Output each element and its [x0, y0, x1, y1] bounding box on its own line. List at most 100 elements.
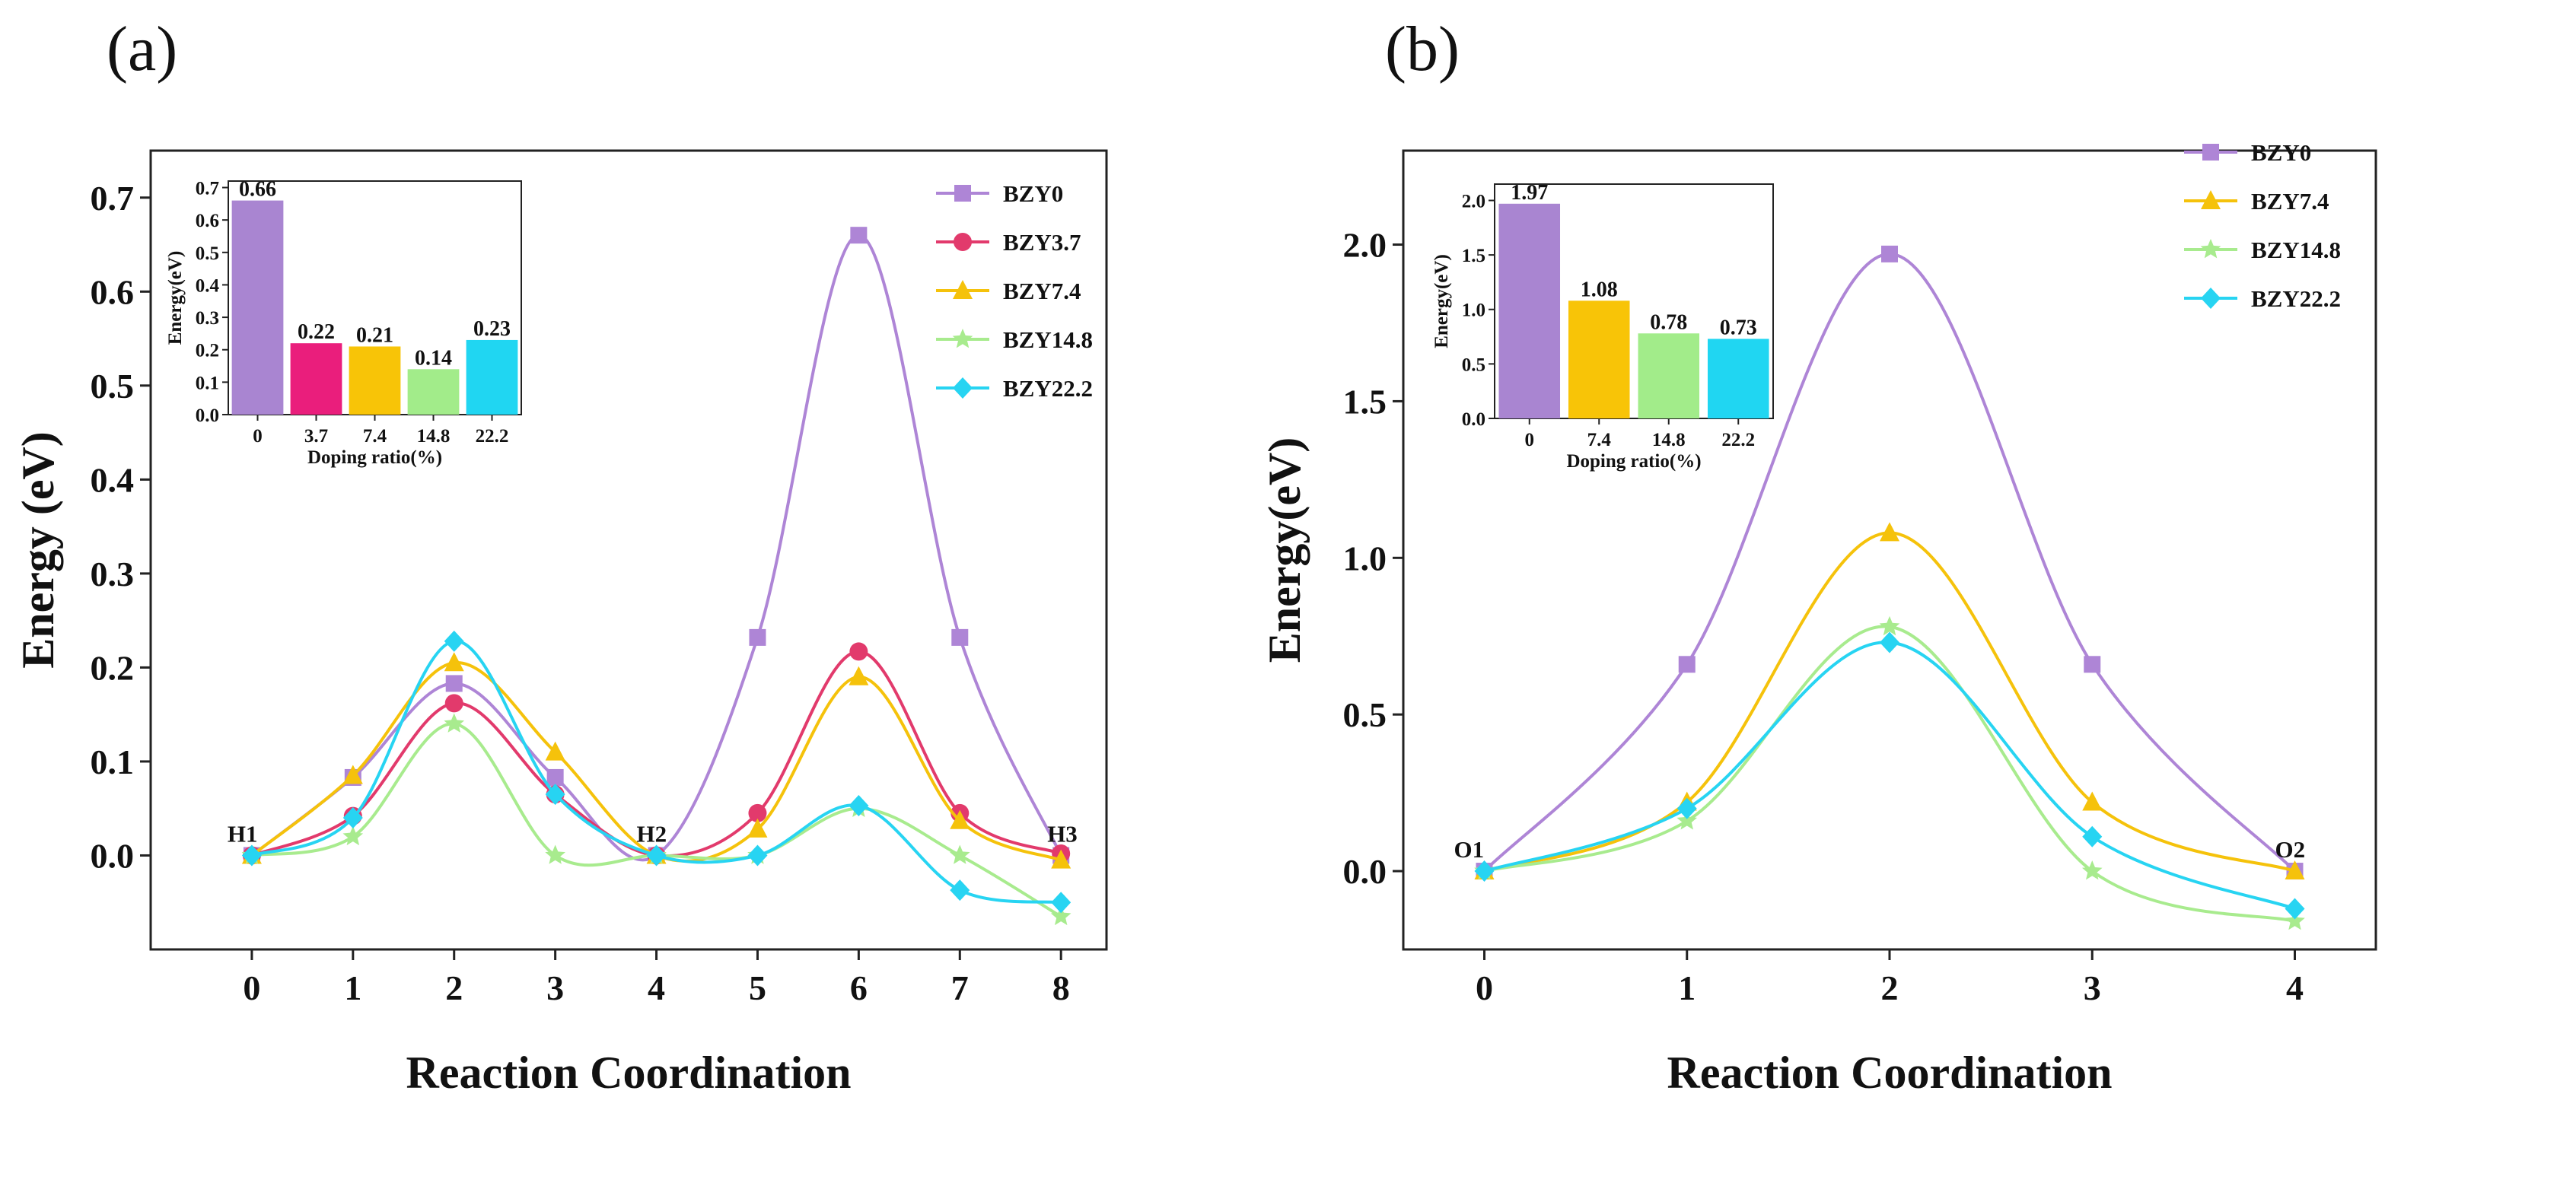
panel-a: (a) 0.0 0.1 0.2 0.3 0.4 0.5 0.6 0.7 0 1 2 3 4 5 6 7 8 Reac…	[13, 14, 1108, 1098]
data-point	[1676, 810, 1698, 830]
inset-bar-value: 1.97	[1511, 181, 1548, 205]
series-line	[1483, 531, 2296, 873]
x-tick-label: 7	[951, 968, 969, 1007]
series-line	[251, 639, 1062, 905]
data-point	[2082, 791, 2103, 811]
data-point	[2285, 898, 2305, 920]
x-tick-label: 1	[344, 968, 361, 1007]
y-tick-label: 0.1	[91, 743, 135, 781]
data-point	[445, 675, 463, 692]
data-point	[1880, 631, 1899, 653]
data-point	[2285, 910, 2305, 930]
y-tick-label: 0.5	[91, 367, 135, 405]
y-tick-label: 0.4	[91, 460, 135, 499]
inset-x-tick-label: 22.2	[476, 426, 509, 447]
series-BZY22.2	[241, 630, 1071, 914]
data-point	[1051, 892, 1071, 914]
legend-label: BZY0	[1003, 180, 1063, 207]
inset-bar-chart: 0.0 0.1 0.2 0.3 0.4 0.5 0.6 0.7 0.66 0 0.22 3.7 0.21…	[165, 178, 522, 468]
inset-y-axis-title: Energy(eV)	[165, 251, 186, 345]
point-label: H1	[228, 820, 258, 847]
inset-x-tick-label: 14.8	[417, 426, 451, 447]
data-point	[342, 765, 363, 784]
series-BZY7.4	[1474, 522, 2305, 880]
data-point	[1051, 849, 1071, 869]
data-point	[950, 879, 970, 901]
data-point	[646, 844, 667, 867]
y-tick-label: 0.6	[91, 272, 135, 311]
data-point	[747, 818, 768, 838]
x-tick-label: 8	[1052, 968, 1070, 1007]
data-point	[849, 666, 869, 685]
data-point	[1881, 245, 1898, 262]
x-tick-label: 0	[243, 968, 260, 1007]
series-line	[1483, 641, 2296, 911]
inset-bar-value: 0.66	[239, 178, 276, 202]
inset-x-tick-label: 7.4	[363, 426, 387, 447]
series-BZY22.2	[1474, 631, 2305, 920]
inset-x-tick-label: 14.8	[1652, 430, 1686, 450]
inset-bar-value: 0.73	[1720, 316, 1757, 339]
legend-marker	[954, 185, 971, 202]
x-tick-label: 2	[1881, 968, 1899, 1007]
legend-marker	[2200, 239, 2221, 259]
data-point	[1050, 905, 1071, 926]
data-point	[747, 844, 768, 867]
y-axis-title: Energy (eV)	[13, 431, 63, 669]
point-label: H3	[1047, 820, 1078, 847]
data-point	[850, 227, 868, 244]
legend-marker	[954, 233, 972, 251]
data-point	[545, 844, 565, 864]
data-point	[849, 795, 869, 816]
legend-marker	[2201, 190, 2221, 209]
x-tick-label: 6	[850, 968, 868, 1007]
y-axis-title: Energy(eV)	[1259, 437, 1310, 663]
series-BZY14.8	[1474, 615, 2305, 930]
inset-y-tick-label: 2.0	[1462, 191, 1485, 211]
inset-bar-value: 0.78	[1650, 310, 1687, 334]
inset-x-tick-label: 22.2	[1721, 430, 1755, 450]
legend: BZY0 BZY3.7 BZY7.4 BZY14.8 BZY22.2	[936, 180, 1093, 402]
inset-y-tick-label: 0.5	[196, 243, 219, 264]
inset-y-tick-label: 1.5	[1462, 246, 1485, 266]
legend-marker	[953, 280, 973, 299]
series-line	[251, 722, 1062, 918]
data-point	[951, 628, 969, 646]
data-point	[241, 844, 262, 867]
inset-y-tick-label: 0.6	[196, 211, 219, 231]
inset-x-tick-label: 7.4	[1587, 430, 1612, 450]
data-point	[1474, 860, 1495, 882]
plot-frame	[149, 149, 1108, 951]
data-point	[1879, 615, 1900, 636]
inset-y-tick-label: 0.0	[196, 405, 219, 426]
data-point	[444, 713, 465, 733]
y-tick-label: 0.2	[91, 648, 135, 687]
data-point	[2084, 656, 2101, 673]
data-point	[342, 825, 364, 846]
inset-bar	[466, 339, 518, 415]
data-point	[444, 630, 464, 652]
legend-label: BZY22.2	[1003, 375, 1093, 402]
y-tick-label: 0.3	[91, 555, 135, 593]
point-label: O2	[2275, 836, 2306, 863]
x-tick-label: 4	[2286, 968, 2304, 1007]
y-tick-label: 0.0	[91, 836, 135, 875]
legend-marker	[2202, 144, 2219, 161]
data-point	[1880, 522, 1899, 542]
panel-label: (a)	[107, 14, 177, 84]
inset-bar	[1707, 339, 1769, 418]
data-point	[2285, 860, 2305, 880]
point-label: H2	[637, 820, 667, 847]
inset-y-tick-label: 0.0	[1462, 409, 1485, 430]
legend-label: BZY7.4	[2251, 188, 2329, 215]
x-tick-label: 3	[2084, 968, 2101, 1007]
legend-label: BZY14.8	[2251, 237, 2341, 263]
legend-label: BZY22.2	[2251, 285, 2341, 312]
data-point	[749, 628, 766, 646]
inset-y-tick-label: 0.3	[196, 308, 219, 329]
series-line	[250, 234, 1063, 862]
data-point	[444, 652, 464, 672]
inset-bar-chart: 0.0 0.5 1.0 1.5 2.0 1.97 0 1.08 7.4 0.78 14.8 0.73 2…	[1431, 181, 1774, 472]
y-tick-label: 1.0	[1343, 539, 1387, 577]
